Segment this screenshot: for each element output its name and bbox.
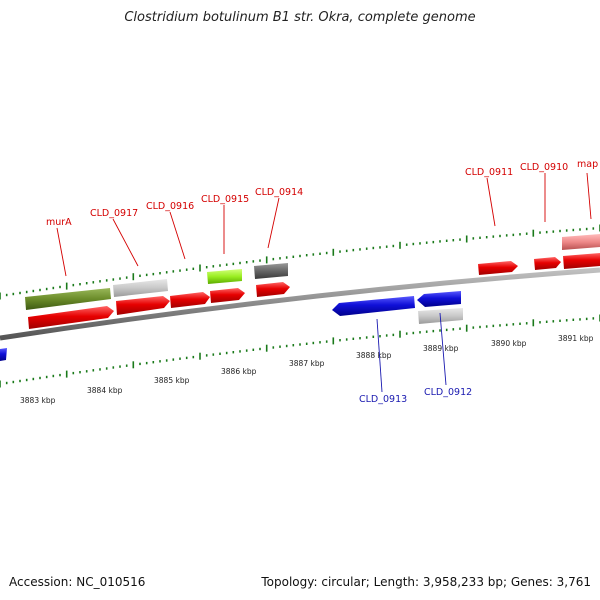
label-line-CLD_0916 xyxy=(169,211,186,260)
label-line-map xyxy=(586,172,592,220)
scale-label-3883: 3883 kbp xyxy=(20,396,56,405)
gene-arrow-CLD_0915 xyxy=(210,288,245,303)
label-line-CLD_0917 xyxy=(112,218,139,267)
scale-label-3886: 3886 kbp xyxy=(221,367,257,376)
gene-label-map: map xyxy=(577,159,598,170)
gene-arrow-CLD_0917 xyxy=(116,296,170,315)
feature-olive xyxy=(25,288,111,310)
gene-arrow-CLD_0911 xyxy=(478,261,518,275)
label-line-CLD_0913 xyxy=(376,318,383,393)
genome-summary-text: Topology: circular; Length: 3,958,233 bp… xyxy=(261,575,591,589)
scale-label-3885: 3885 kbp xyxy=(154,376,190,385)
gene-label-CLD_0916: CLD_0916 xyxy=(146,201,194,212)
gene-arrow-CLD_0913 xyxy=(332,296,415,316)
lower-tick-row xyxy=(0,314,600,388)
gene-label-CLD_0910: CLD_0910 xyxy=(520,162,568,173)
gene-arrow-CLD_0910 xyxy=(534,257,561,270)
label-line-CLD_0914 xyxy=(267,197,280,249)
gene-label-CLD_0911: CLD_0911 xyxy=(465,167,513,178)
gene-label-CLD_0917: CLD_0917 xyxy=(90,208,138,219)
scale-label-3891: 3891 kbp xyxy=(558,334,594,343)
scale-label-3890: 3890 kbp xyxy=(491,339,527,348)
scale-label-3888: 3888 kbp xyxy=(356,351,392,360)
upper-tick-row xyxy=(0,224,600,300)
scale-label-3887: 3887 kbp xyxy=(289,359,325,368)
gene-arrow-CLD_0914 xyxy=(256,282,290,297)
page-title: Clostridium botulinum B1 str. Okra, comp… xyxy=(124,10,476,25)
gene-arrow-murA xyxy=(28,306,114,329)
accession-text: Accession: NC_010516 xyxy=(9,575,146,589)
gene-label-CLD_0912: CLD_0912 xyxy=(424,387,472,398)
gene-arrow-offscreen-left xyxy=(0,348,7,361)
gene-label-CLD_0914: CLD_0914 xyxy=(255,187,303,198)
gene-label-murA: murA xyxy=(46,217,72,228)
gene-arrow-CLD_0916 xyxy=(170,292,210,308)
label-line-CLD_0911 xyxy=(486,177,496,227)
scale-label-3889: 3889 kbp xyxy=(423,344,459,353)
feature-pink xyxy=(562,234,600,250)
label-line-CLD_0912 xyxy=(439,312,447,386)
scale-label-3884: 3884 kbp xyxy=(87,386,123,395)
label-line-murA xyxy=(56,227,67,277)
gene-label-CLD_0915: CLD_0915 xyxy=(201,194,249,205)
gene-arrow-map xyxy=(563,253,600,269)
feature-lime xyxy=(207,269,242,284)
genome-backbone xyxy=(0,267,600,341)
gene-label-CLD_0913: CLD_0913 xyxy=(359,394,407,405)
feature-light-grey-1 xyxy=(113,279,168,297)
gene-arrow-CLD_0912 xyxy=(417,291,461,307)
feature-dark-grey xyxy=(254,263,288,279)
